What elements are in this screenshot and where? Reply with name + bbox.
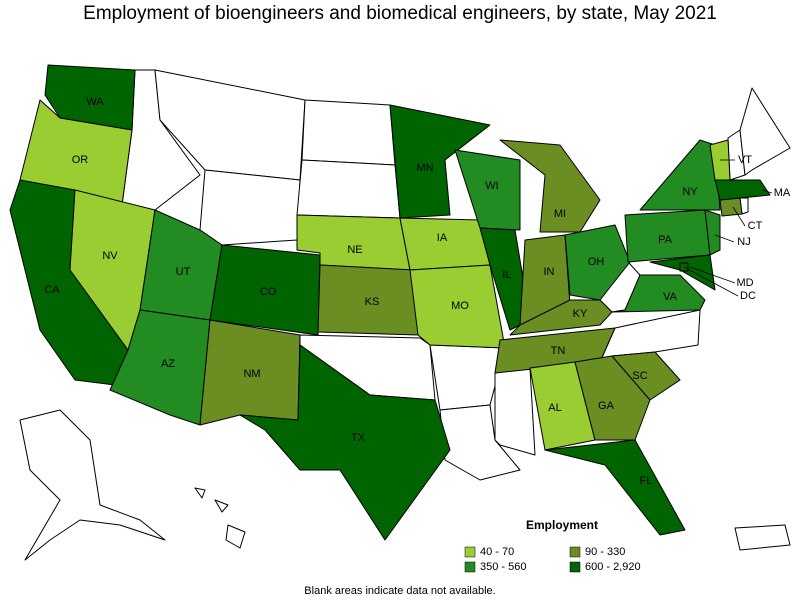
- state-blank: [194, 487, 206, 499]
- state-blank: [225, 524, 246, 549]
- state-label: WA: [86, 96, 104, 108]
- state: [399, 217, 491, 271]
- state-label: IN: [544, 266, 555, 278]
- leader-line: [714, 234, 735, 243]
- state: [564, 224, 631, 301]
- state-label: GA: [598, 400, 615, 412]
- state-label: AZ: [161, 358, 175, 370]
- state-label: MN: [416, 162, 433, 174]
- state: [454, 149, 521, 231]
- legend-label: 600 - 2,920: [585, 561, 641, 573]
- legend-swatch: [569, 546, 581, 558]
- state-label: MO: [451, 300, 469, 312]
- leader-line: [732, 206, 746, 227]
- state-label: MI: [554, 208, 566, 220]
- legend-title: Employment: [526, 518, 598, 532]
- legend: 40 - 70 90 - 330 350 - 560 600 - 2,920: [464, 546, 641, 573]
- state: [239, 344, 451, 541]
- state-blank: [199, 169, 301, 246]
- state: [719, 197, 743, 217]
- legend-label: 350 - 560: [480, 561, 526, 573]
- state-label: UT: [176, 266, 191, 278]
- state-blank: [739, 87, 791, 176]
- blank-states: [19, 69, 791, 561]
- legend-label: 90 - 330: [585, 546, 625, 558]
- state-label: OR: [72, 154, 89, 166]
- states: [9, 64, 771, 541]
- state: [649, 254, 716, 291]
- state-label: OH: [588, 256, 605, 268]
- state: [611, 274, 706, 313]
- legend-swatch: [569, 561, 581, 573]
- state-label: IL: [502, 269, 511, 281]
- state-label: SC: [632, 370, 647, 382]
- state-blank: [301, 99, 396, 166]
- state-blank: [439, 404, 521, 481]
- state: [714, 179, 771, 201]
- state-label: VT: [738, 154, 752, 166]
- state-label: AL: [548, 402, 561, 414]
- map-title: Employment of bioengineers and biomedica…: [83, 3, 717, 24]
- state-label: NY: [682, 186, 698, 198]
- state-blank: [214, 499, 229, 513]
- state-label: PA: [658, 234, 673, 246]
- state-labels: WA OR CA NV UT AZ CO NM NE KS TX MN IA MO WI IL MI IN OH KY…: [44, 96, 791, 487]
- leader-line: [761, 189, 773, 194]
- state-blank: [19, 409, 166, 561]
- state: [389, 104, 491, 219]
- state-label: IA: [437, 232, 448, 244]
- state-label: MA: [774, 187, 791, 199]
- state-label: NJ: [737, 236, 750, 248]
- state: [639, 139, 721, 211]
- state-label: KY: [573, 308, 588, 320]
- state-label: CO: [260, 286, 277, 298]
- state: [574, 355, 651, 441]
- state-label: WI: [485, 180, 498, 192]
- state-label: TN: [551, 345, 566, 357]
- state-label: VA: [663, 291, 678, 303]
- leader-line: [683, 266, 739, 297]
- legend-swatch: [464, 561, 476, 573]
- state-label: FL: [640, 475, 653, 487]
- state-label: KS: [365, 296, 380, 308]
- state-label: MD: [736, 277, 753, 289]
- state: [209, 244, 321, 336]
- state-label: NM: [243, 368, 260, 380]
- state-blank: [429, 344, 506, 411]
- state-label: TX: [351, 432, 366, 444]
- state-label: NV: [102, 250, 118, 262]
- state-label: CT: [748, 220, 763, 232]
- state-label: DC: [740, 290, 756, 302]
- state-blank: [734, 524, 791, 551]
- state: [611, 351, 681, 401]
- state-label: NE: [347, 244, 362, 256]
- state-blank: [296, 159, 401, 219]
- state-label: CA: [44, 284, 60, 296]
- legend-swatch: [464, 546, 476, 558]
- state: [544, 439, 686, 536]
- footnote: Blank areas indicate data not available.: [304, 585, 495, 597]
- state: [409, 264, 506, 349]
- leader-line: [689, 266, 736, 284]
- state: [704, 209, 721, 256]
- state-blank: [494, 367, 536, 456]
- legend-label: 40 - 70: [480, 546, 514, 558]
